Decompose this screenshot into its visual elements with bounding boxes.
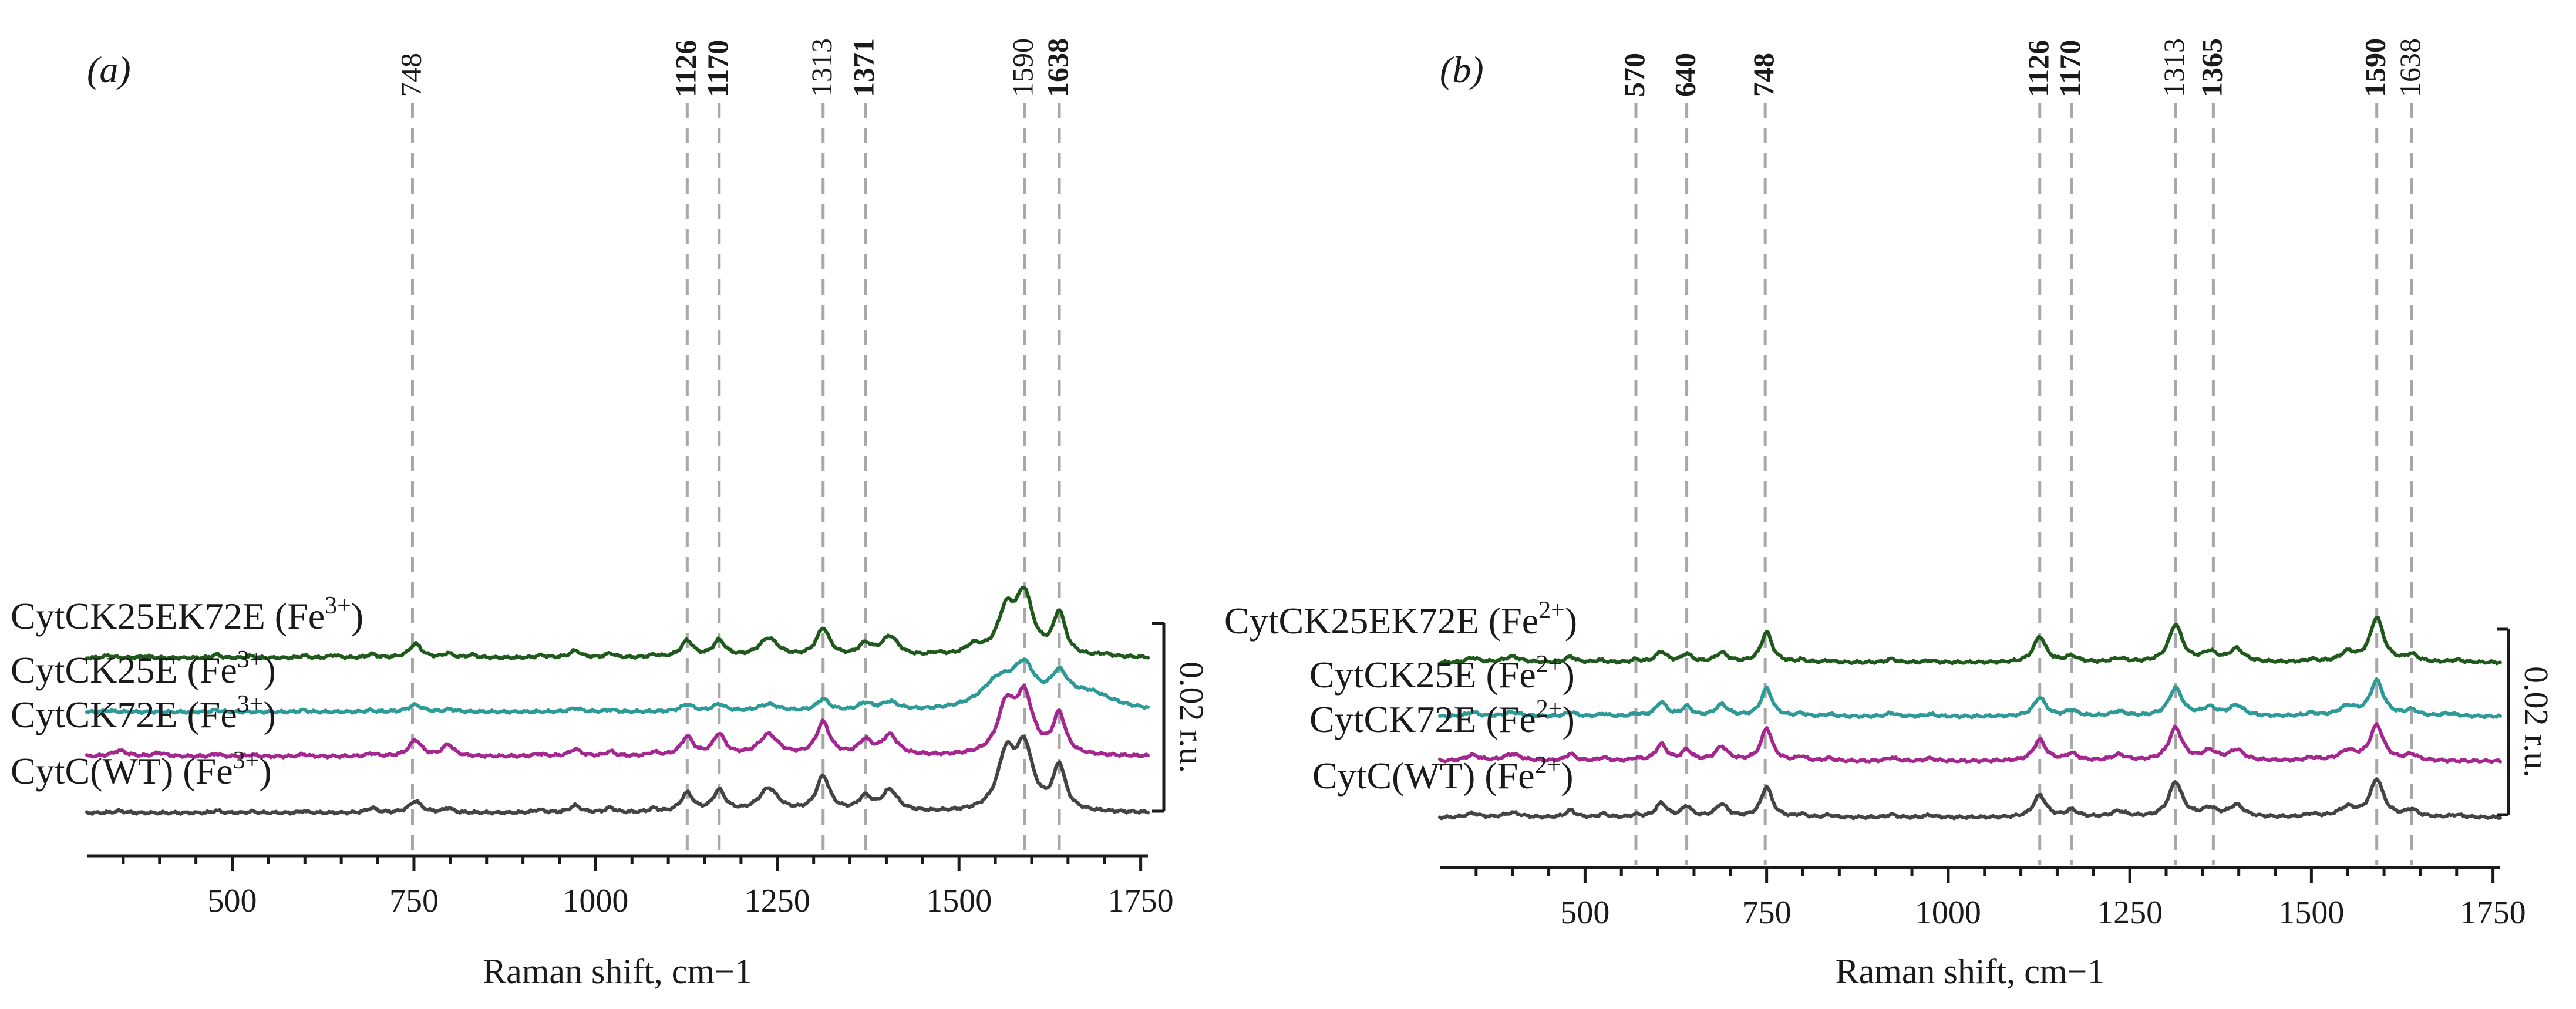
x-tick-label: 1500 bbox=[2278, 895, 2344, 931]
series-label: CytCK25EK72E (Fe3+) bbox=[11, 592, 363, 637]
series-label: CytC(WT) (Fe2+) bbox=[1312, 752, 1574, 797]
spectrum-cytcwt bbox=[1438, 777, 2502, 821]
peak-label: 640 bbox=[1669, 53, 1702, 97]
peak-label: 1170 bbox=[701, 40, 734, 97]
x-tick-label: 750 bbox=[1742, 895, 1792, 931]
series-label: CytCK25E (Fe2+) bbox=[1309, 651, 1575, 696]
peak-label: 1371 bbox=[847, 38, 880, 97]
panel-label: (a) bbox=[87, 49, 131, 90]
scale-bar-label: 0.02 r.u. bbox=[1173, 662, 1211, 773]
peak-label: 1638 bbox=[2393, 38, 2426, 97]
series-label: CytC(WT) (Fe3+) bbox=[11, 747, 272, 792]
x-tick-label: 750 bbox=[389, 883, 439, 919]
spectrum-cytck25e bbox=[85, 657, 1150, 716]
series-label: CytCK25EK72E (Fe2+) bbox=[1224, 597, 1577, 642]
x-tick-label: 1250 bbox=[2097, 895, 2163, 931]
series-label: CytCK72E (Fe3+) bbox=[11, 691, 276, 735]
x-tick-label: 1500 bbox=[926, 883, 992, 919]
spectrum-cytck25ek72e bbox=[85, 585, 1150, 661]
series-label: CytCK72E (Fe2+) bbox=[1309, 696, 1575, 740]
x-axis-label: Raman shift, cm−1 bbox=[483, 952, 752, 991]
spectrum-cytck25e bbox=[1438, 677, 2502, 720]
peak-label: 1313 bbox=[805, 38, 838, 97]
x-tick-label: 1000 bbox=[563, 883, 628, 919]
peak-label: 1638 bbox=[1041, 38, 1074, 97]
x-tick-label: 500 bbox=[208, 883, 257, 919]
x-tick-label: 1750 bbox=[1108, 883, 1174, 919]
peak-label: 1126 bbox=[669, 40, 702, 97]
spectrum-cytck25ek72e bbox=[1438, 616, 2502, 666]
peak-label: 1313 bbox=[2157, 38, 2190, 97]
peak-label: 1590 bbox=[1006, 38, 1039, 97]
peak-label: 1126 bbox=[2022, 40, 2055, 97]
spectrum-cytck72e bbox=[1438, 722, 2502, 764]
peak-label: 570 bbox=[1618, 53, 1651, 97]
x-axis-label: Raman shift, cm−1 bbox=[1836, 952, 2105, 991]
x-tick-label: 1250 bbox=[745, 883, 810, 919]
x-tick-label: 1750 bbox=[2460, 895, 2526, 931]
scale-bar-label: 0.02 r.u. bbox=[2517, 666, 2555, 778]
peak-label: 1590 bbox=[2359, 38, 2392, 97]
series-label: CytCK25E (Fe3+) bbox=[11, 646, 276, 691]
peak-label: 1365 bbox=[2195, 38, 2228, 97]
x-tick-label: 1000 bbox=[1915, 895, 1981, 931]
panel-label: (b) bbox=[1440, 49, 1484, 90]
spectrum-cytcwt bbox=[85, 734, 1150, 816]
peak-label: 748 bbox=[394, 53, 427, 97]
spectrum-cytck72e bbox=[85, 684, 1150, 760]
peak-label: 748 bbox=[1747, 53, 1780, 97]
peak-label: 1170 bbox=[2053, 40, 2086, 97]
x-tick-label: 500 bbox=[1560, 895, 1609, 931]
